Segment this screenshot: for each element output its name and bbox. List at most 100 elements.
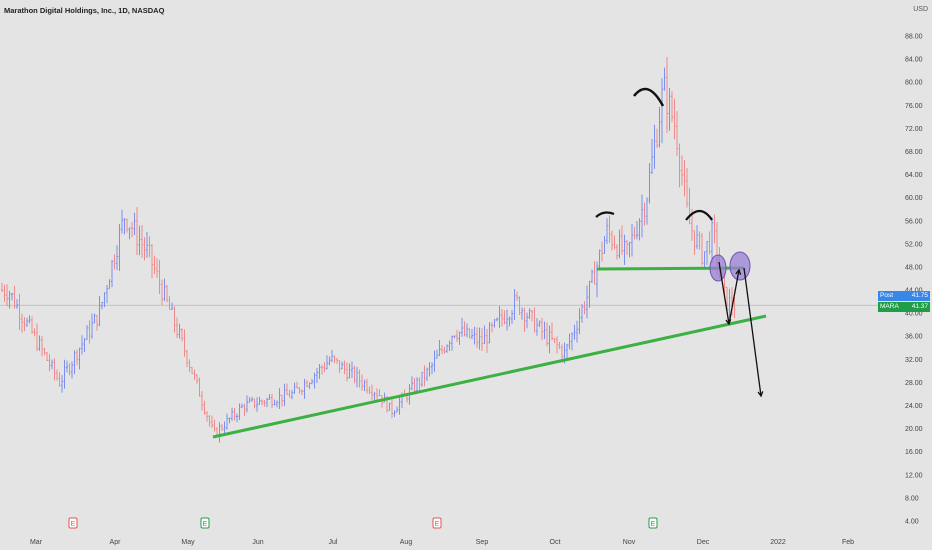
- ohlc-bar: [68, 363, 71, 376]
- ohlc-bar: [3, 284, 6, 302]
- ohlc-bar: [153, 255, 156, 275]
- ohlc-bar: [256, 397, 258, 412]
- ohlc-bar: [131, 221, 133, 238]
- ohlc-bar: [181, 328, 183, 342]
- ohlc-bar: [598, 249, 601, 271]
- ohlc-bar: [16, 298, 18, 309]
- ohlc-bar: [273, 399, 276, 406]
- ohlc-bar: [483, 325, 486, 345]
- ohlc-bar: [228, 417, 231, 424]
- ohlc-bar: [358, 369, 361, 388]
- arrow-up: [728, 269, 740, 325]
- y-tick-label: 24.00: [905, 403, 923, 410]
- ohlc-bar: [23, 317, 26, 332]
- ohlc-bar: [243, 403, 246, 416]
- ohlc-bar: [76, 349, 78, 366]
- ohlc-bar: [478, 327, 481, 350]
- ohlc-bar: [301, 389, 303, 396]
- ohlc-bar: [283, 383, 286, 407]
- ohlc-bar: [636, 221, 638, 240]
- ohlc-bar: [218, 422, 221, 443]
- ohlc-bar: [391, 399, 393, 418]
- ohlc-bar: [288, 389, 291, 398]
- ohlc-bar: [511, 309, 513, 324]
- ohlc-bar: [143, 237, 146, 261]
- ohlc-bar: [433, 350, 436, 372]
- highlight-ellipse: [709, 254, 727, 282]
- ohlc-bar: [441, 345, 443, 354]
- ohlc-bar: [413, 377, 416, 393]
- ohlc-bar: [596, 261, 598, 298]
- ohlc-bar: [663, 67, 666, 91]
- y-tick-label: 56.00: [905, 218, 923, 225]
- ohlc-bar: [298, 387, 301, 394]
- ohlc-bar: [348, 363, 351, 379]
- ohlc-bar: [368, 386, 371, 395]
- ohlc-bar: [681, 155, 683, 186]
- ohlc-bar: [633, 226, 636, 240]
- ohlc-bar: [411, 376, 413, 391]
- ohlc-bar: [616, 244, 618, 260]
- ohlc-bar: [658, 107, 661, 148]
- ohlc-bar: [166, 284, 168, 303]
- ohlc-bar: [63, 359, 66, 389]
- ohlc-bar: [108, 279, 111, 290]
- ohlc-bar: [568, 333, 571, 350]
- ohlc-bar: [588, 280, 591, 308]
- x-tick-label: Sep: [476, 539, 489, 546]
- ohlc-bar: [118, 223, 121, 271]
- earnings-marker-label: E: [71, 521, 76, 528]
- ohlc-bar: [278, 388, 281, 409]
- ohlc-bar: [656, 128, 658, 148]
- ohlc-bar: [116, 245, 118, 271]
- ohlc-bar: [48, 354, 51, 372]
- ohlc-bar: [416, 377, 418, 394]
- ohlc-bar: [613, 235, 616, 250]
- ohlc-bar: [321, 364, 323, 375]
- ohlc-bar: [146, 231, 148, 258]
- ohlc-bar: [266, 397, 268, 408]
- ohlc-bar: [611, 230, 613, 251]
- ohlc-bar: [693, 230, 696, 255]
- ohlc-bar: [201, 391, 203, 411]
- ohlc-bar: [603, 236, 606, 255]
- ohlc-bar: [188, 359, 191, 372]
- ohlc-bar: [426, 367, 428, 381]
- left-shoulder-arc: [595, 211, 615, 218]
- ohlc-bar: [128, 227, 131, 240]
- ohlc-bar: [51, 359, 53, 370]
- ohlc-bar: [498, 306, 501, 328]
- ohlc-bar: [236, 413, 238, 423]
- ohlc-bar: [628, 241, 631, 258]
- currency-label: USD: [913, 6, 928, 13]
- ohlc-bar: [676, 111, 678, 156]
- ohlc-bar: [398, 396, 401, 415]
- ohlc-bar: [296, 381, 298, 389]
- x-tick-label: Apr: [110, 539, 122, 546]
- ohlc-bar: [668, 87, 671, 131]
- ohlc-bar: [28, 315, 31, 324]
- ohlc-bar: [281, 394, 283, 407]
- ohlc-bar: [388, 402, 391, 411]
- ohlc-bar: [626, 239, 628, 255]
- ohlc-bar: [346, 362, 348, 382]
- ohlc-bar: [491, 321, 493, 333]
- ohlc-bar: [641, 194, 643, 238]
- ohlc-bar: [506, 309, 508, 331]
- ohlc-bar: [728, 288, 731, 319]
- ohlc-bar: [123, 218, 126, 235]
- ohlc-bar: [121, 209, 123, 234]
- ohlc-bar: [156, 258, 158, 278]
- y-tick-label: 36.00: [905, 334, 923, 341]
- y-tick-label: 28.00: [905, 380, 923, 387]
- ohlc-bar: [531, 309, 533, 322]
- ohlc-bar: [291, 389, 293, 400]
- ohlc-bar: [623, 234, 626, 265]
- ohlc-bar: [696, 225, 698, 249]
- ohlc-bar: [308, 382, 311, 390]
- ohlc-bar: [258, 396, 261, 405]
- ohlc-bar: [208, 415, 211, 427]
- ohlc-bar: [516, 291, 518, 302]
- ohlc-bar: [241, 403, 243, 408]
